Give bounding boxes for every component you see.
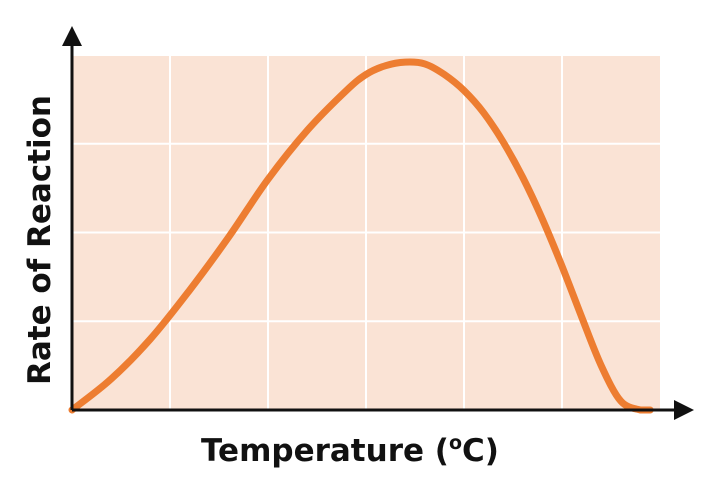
x-axis-label: Temperature (oC): [201, 432, 499, 469]
data-series-line: [68, 58, 654, 414]
x-axis-label-unit: C): [462, 433, 499, 469]
x-axis-label-main: Temperature (: [201, 433, 449, 469]
grid: [72, 54, 660, 410]
x-axis-arrow-icon: [674, 400, 694, 420]
y-axis-arrow-icon: [62, 26, 82, 46]
x-axis-label-degree: o: [449, 432, 462, 454]
y-axis-label: Rate of Reaction: [22, 95, 58, 385]
